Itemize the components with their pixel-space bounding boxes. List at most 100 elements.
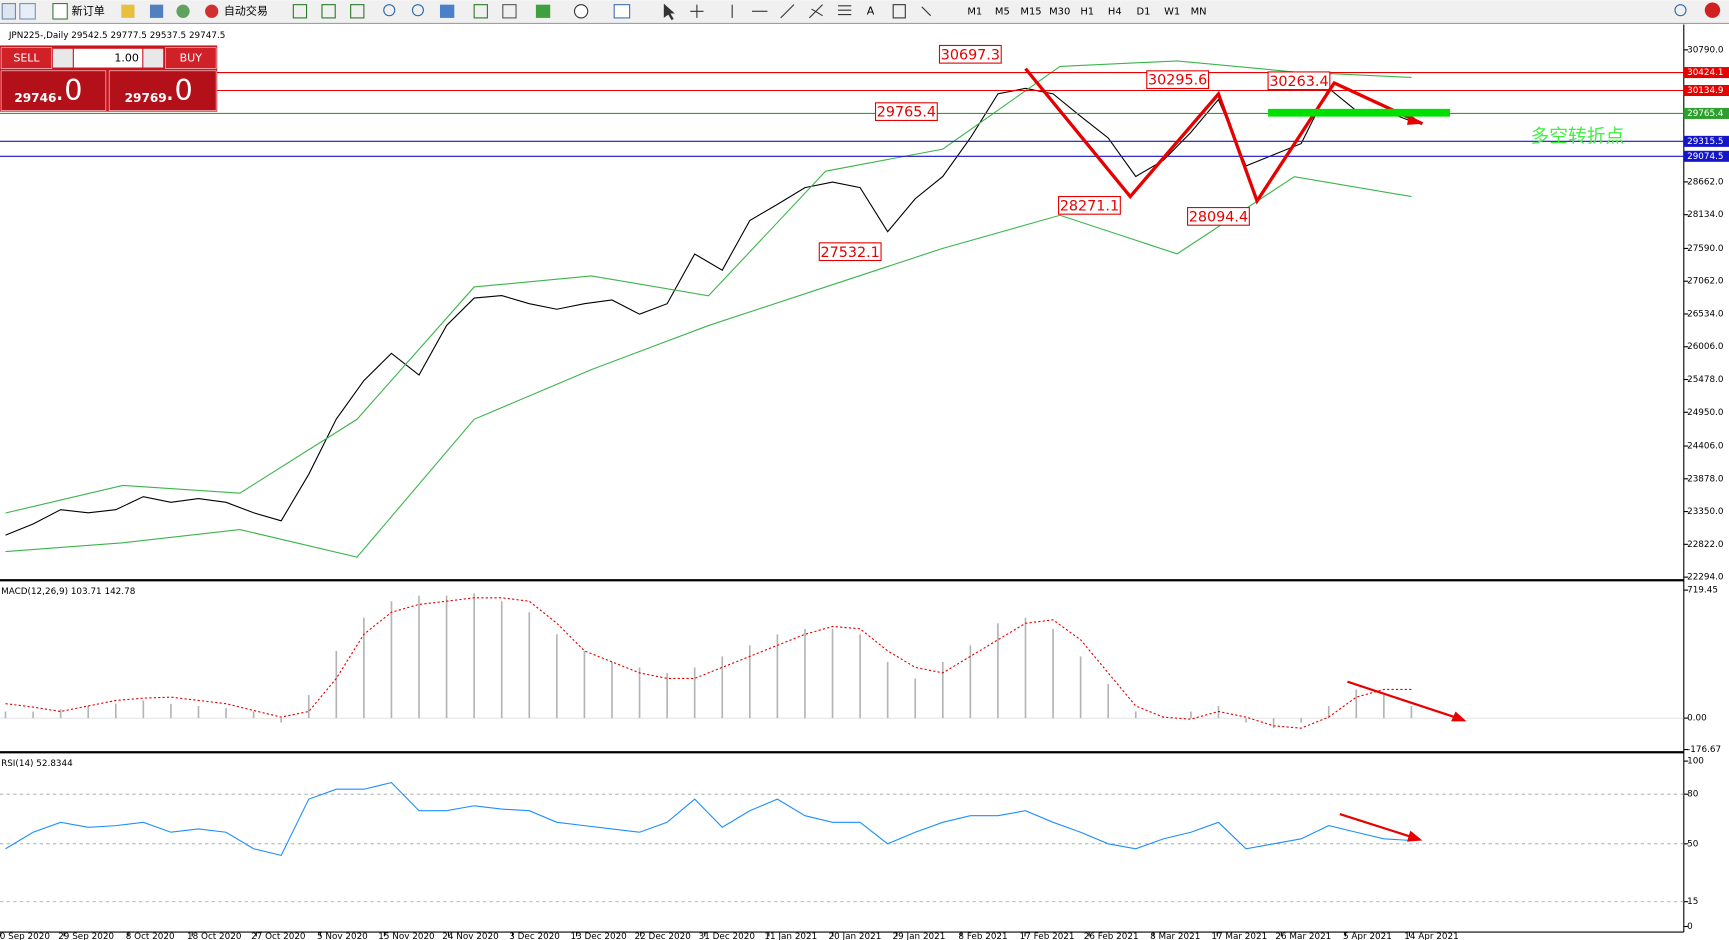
arrow-head (1407, 113, 1423, 125)
notification-badge[interactable] (1704, 2, 1721, 18)
cursor-tool[interactable] (663, 3, 675, 21)
y-tick-label: 28134.0 (1687, 210, 1724, 220)
macd-title: MACD(12,26,9) 103.71 142.78 (1, 587, 135, 597)
turning-point-note: 多空转折点 (1531, 126, 1625, 147)
lot-value: 1.00 (114, 52, 139, 65)
search-icon[interactable] (1674, 4, 1687, 17)
sell-price: 29746 (14, 91, 56, 105)
arrow-tool[interactable] (921, 6, 932, 17)
x-tick-label: 17 Mar 2021 (1211, 932, 1267, 940)
timeframes: M1 M5 M15 M30 H1 H4 D1 W1 MN (967, 6, 1206, 17)
y-tick-label: -176.67 (1687, 745, 1721, 755)
x-tick-label: 15 Nov 2020 (378, 932, 435, 940)
x-tick-label: 10 Sep 2020 (0, 932, 50, 940)
price-level-tag (1683, 150, 1729, 162)
icon[interactable] (19, 3, 36, 20)
icon[interactable] (439, 4, 455, 18)
icon[interactable] (613, 4, 631, 19)
plot-area: 30790.0 28662.0 28134.0 27590.0 27062.0 26534… (0, 44, 1729, 940)
x-tick-label: 11 Jan 2021 (764, 932, 817, 940)
buy-price-box[interactable] (108, 70, 217, 111)
icon[interactable] (176, 4, 190, 18)
y-tick-label: 0 (1687, 922, 1693, 932)
y-tick-label: 30790.0 (1687, 45, 1724, 55)
price-annotation: 28271.1 (1060, 198, 1119, 214)
x-tick-label: 29 Jan 2021 (893, 932, 946, 940)
auto-trading-icon[interactable] (205, 4, 219, 18)
timeframe-button[interactable]: M1 (967, 6, 982, 17)
timeframe-button[interactable]: W1 (1164, 6, 1180, 17)
zoom-out[interactable] (411, 4, 424, 17)
label-tool[interactable] (892, 4, 906, 19)
zoom-in[interactable] (383, 4, 396, 17)
icon[interactable] (350, 4, 365, 19)
x-tick-label: 13 Dec 2020 (570, 932, 627, 940)
price-annotation-box (1146, 70, 1210, 90)
buy-price-big: .0 (165, 73, 192, 107)
icon[interactable] (573, 4, 589, 19)
y-tick-label: 23350.0 (1687, 507, 1724, 517)
timeframe-button[interactable]: M5 (995, 6, 1010, 17)
buy-button[interactable] (165, 47, 217, 69)
order-panel: SELL 1.00 BUY 29746 .0 29769 .0 (0, 45, 218, 112)
icon[interactable] (1, 3, 16, 20)
channel-tool[interactable] (808, 4, 823, 19)
series-line (5, 176, 1412, 558)
x-tick-label: 31 Dec 2020 (699, 932, 756, 940)
y-tick-label: 27590.0 (1687, 244, 1724, 254)
crosshair-tool[interactable] (690, 4, 704, 18)
text-tool-icon[interactable]: A (867, 4, 875, 17)
series-line (5, 87, 1412, 536)
price-annotation: 30295.6 (1148, 73, 1207, 89)
auto-trading-button[interactable]: 自动交易 (224, 3, 268, 17)
buy-price: 29769 (125, 91, 167, 105)
new-order-icon[interactable] (52, 3, 68, 20)
icon[interactable] (473, 4, 488, 19)
x-tick-label: 27 Oct 2020 (251, 932, 306, 940)
timeframe-button[interactable]: H4 (1108, 6, 1122, 17)
toolbar-bg (0, 0, 1729, 24)
price-annotation-box (1058, 195, 1121, 215)
sell-price-box[interactable] (0, 70, 107, 111)
new-order-button[interactable]: 新订单 (72, 3, 105, 17)
timeframe-button[interactable]: D1 (1137, 6, 1151, 17)
price-annotation-box (1267, 71, 1331, 91)
price-annotation-box (938, 44, 1002, 64)
x-tick-label: 5 Apr 2021 (1343, 932, 1392, 940)
y-tick-label: 80 (1687, 790, 1699, 800)
price-annotation: 30697.3 (941, 47, 1000, 63)
x-tick-label: 8 Feb 2021 (958, 932, 1007, 940)
price-annotation: 28094.4 (1189, 209, 1248, 225)
rsi-title: RSI(14) 52.8344 (1, 759, 73, 769)
price-level-label: 29315.5 (1687, 137, 1723, 147)
sell-price-big: .0 (55, 73, 82, 107)
price-level-tag (1683, 107, 1729, 119)
y-tick-label: 24950.0 (1687, 408, 1724, 418)
x-tick-label: 3 Dec 2020 (509, 932, 560, 940)
icon[interactable] (149, 4, 164, 18)
x-tick-label: 8 Mar 2021 (1150, 932, 1200, 940)
sell-button[interactable] (0, 47, 53, 69)
price-annotation: 30263.4 (1269, 74, 1328, 90)
icon[interactable] (121, 4, 135, 18)
lot-up[interactable] (143, 48, 164, 68)
lot-down[interactable] (52, 48, 73, 68)
fibo-tool[interactable] (838, 5, 852, 16)
icon[interactable] (321, 4, 336, 19)
price-annotation-box (874, 102, 938, 122)
y-tick-label: 25478.0 (1687, 375, 1724, 385)
lot-input[interactable] (73, 48, 143, 68)
timeframe-button[interactable]: MN (1191, 6, 1207, 17)
icon[interactable] (535, 4, 551, 18)
x-tick-label: 5 Nov 2020 (317, 932, 368, 940)
icon[interactable] (292, 4, 308, 19)
icon[interactable] (502, 4, 517, 19)
trendline-tool[interactable] (780, 4, 795, 19)
timeframe-button[interactable]: M15 (1020, 6, 1041, 17)
timeframe-button[interactable]: M30 (1049, 6, 1070, 17)
y-tick-label: 100 (1687, 757, 1704, 767)
series-line (5, 782, 1412, 857)
timeframe-button[interactable]: H1 (1080, 6, 1094, 17)
price-level-tag (1683, 135, 1729, 147)
x-tick-label: 17 Feb 2021 (1020, 932, 1075, 940)
